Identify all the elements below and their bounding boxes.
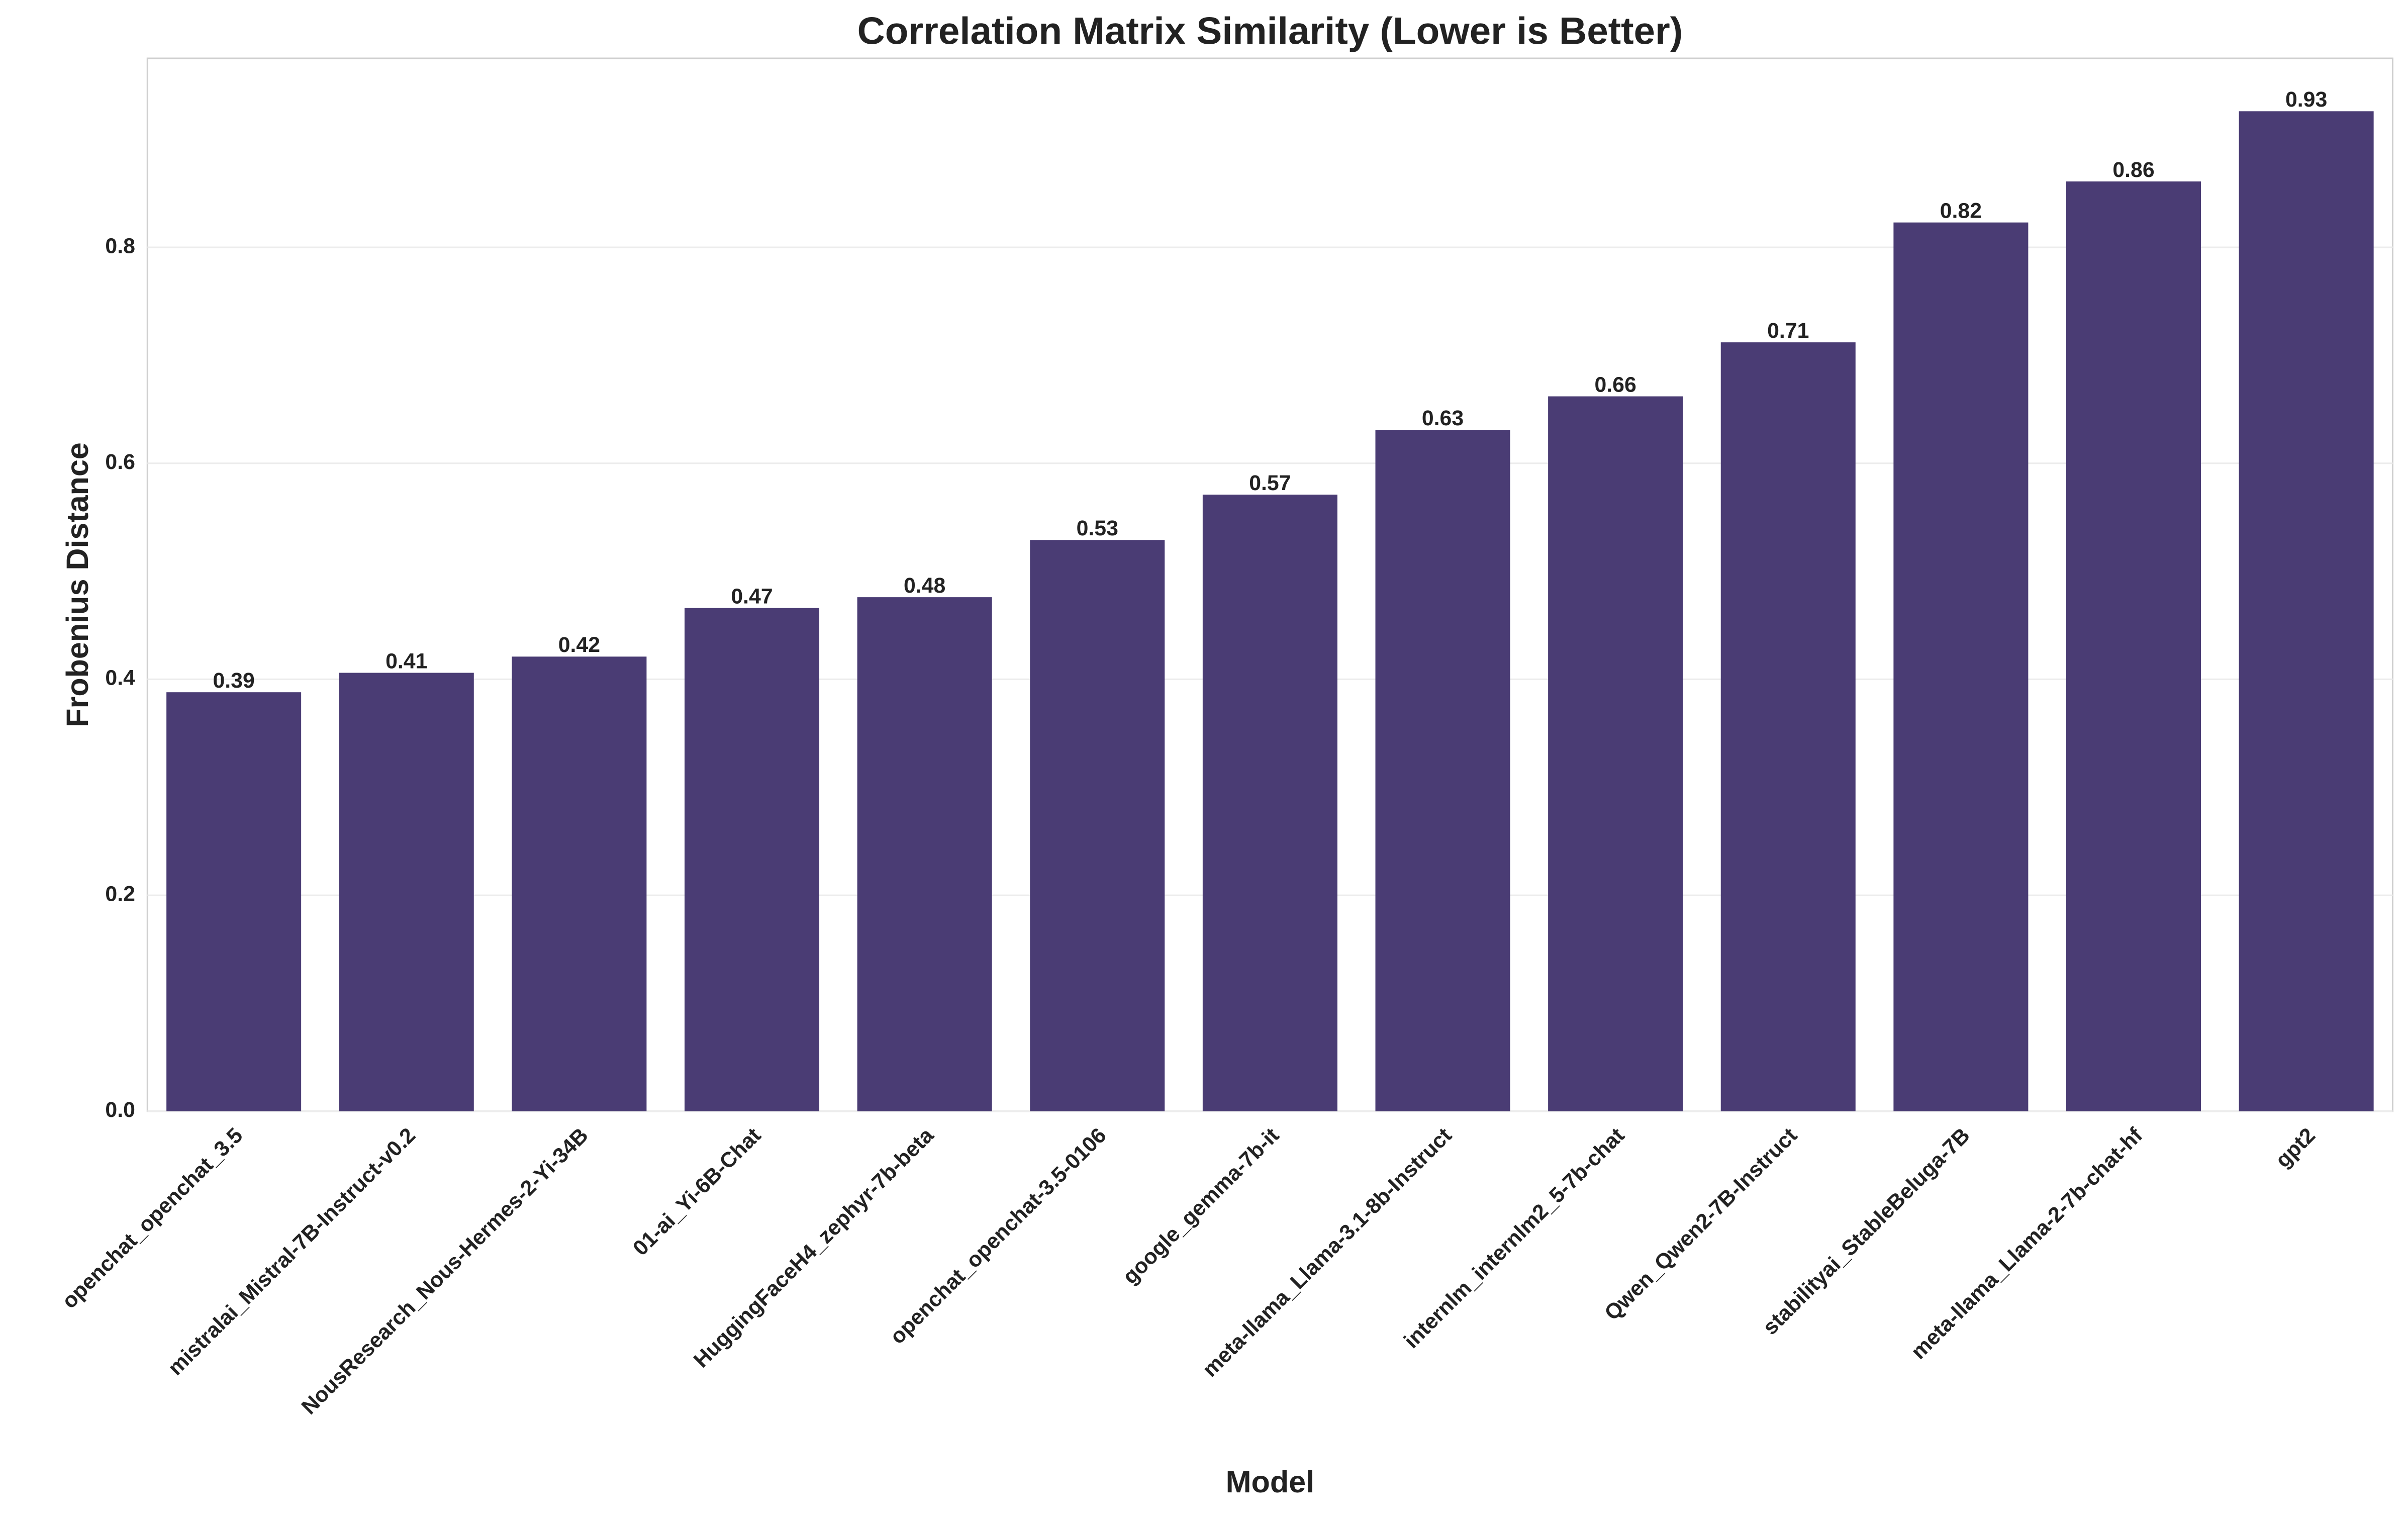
x-tick-label: openchat_openchat_3.5 xyxy=(57,1123,247,1313)
value-label: 0.57 xyxy=(1249,471,1291,495)
x-tick-label: NousResearch_Nous-Hermes-2-Yi-34B xyxy=(297,1123,593,1419)
value-label: 0.42 xyxy=(558,633,600,657)
value-label: 0.41 xyxy=(386,649,427,673)
value-label: 0.82 xyxy=(1940,199,1982,223)
x-tick-label: google_gemma-7b-it xyxy=(1118,1123,1284,1289)
bar xyxy=(1030,540,1165,1111)
bar xyxy=(1893,222,2029,1111)
y-tick-label: 0.8 xyxy=(105,234,135,258)
value-label: 0.48 xyxy=(904,574,945,598)
value-label: 0.93 xyxy=(2285,87,2327,112)
bar xyxy=(1548,396,1683,1111)
bar xyxy=(1720,342,1856,1111)
value-label: 0.66 xyxy=(1595,372,1636,397)
value-label: 0.47 xyxy=(731,584,773,608)
x-axis-label: Model xyxy=(1226,1465,1314,1499)
value-label: 0.53 xyxy=(1077,516,1118,540)
y-axis-label: Frobenius Distance xyxy=(60,442,94,727)
value-label: 0.71 xyxy=(1767,319,1809,343)
y-tick-label: 0.4 xyxy=(105,666,135,690)
bar xyxy=(684,608,820,1111)
bar xyxy=(1375,430,1510,1111)
value-label: 0.63 xyxy=(1422,406,1464,430)
bar xyxy=(166,692,302,1111)
x-tick-label: 01-ai_Yi-6B-Chat xyxy=(628,1123,765,1261)
bar xyxy=(339,673,474,1111)
bar xyxy=(1202,495,1337,1111)
bar xyxy=(2239,111,2374,1111)
value-label: 0.86 xyxy=(2112,158,2154,182)
value-label: 0.39 xyxy=(213,669,255,693)
bar xyxy=(857,597,992,1111)
x-tick-label: stabilityai_StableBeluga-7B xyxy=(1758,1123,1975,1340)
x-tick-label: gpt2 xyxy=(2271,1123,2320,1173)
bar xyxy=(2066,181,2201,1111)
x-tick-label: Qwen_Qwen2-7B-Instruct xyxy=(1600,1123,1802,1325)
y-tick-label: 0.2 xyxy=(105,882,135,906)
bar xyxy=(512,656,647,1111)
y-tick-label: 0.0 xyxy=(105,1098,135,1122)
y-tick-label: 0.6 xyxy=(105,450,135,474)
chart-title: Correlation Matrix Similarity (Lower is … xyxy=(857,10,1683,52)
